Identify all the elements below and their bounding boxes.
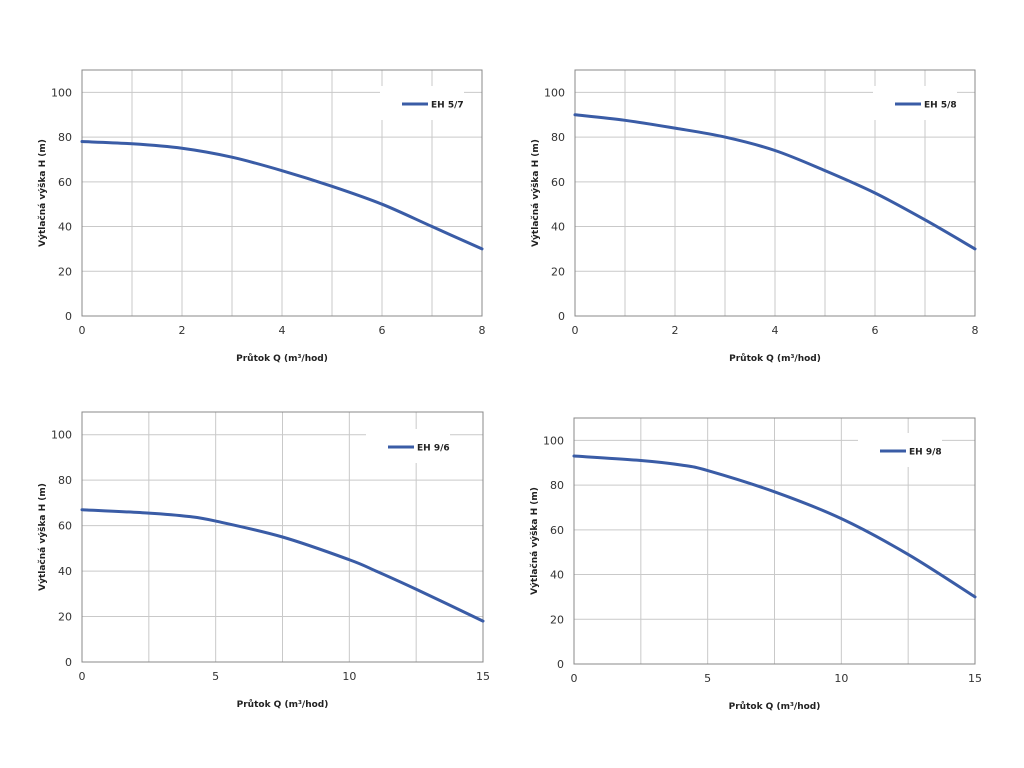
plot-frame	[81, 411, 484, 663]
plot-frame	[81, 69, 483, 317]
y-tick-label: 80	[58, 131, 72, 144]
x-tick-label: 0	[572, 324, 579, 337]
y-axis-label: Výtlačná výška H (m)	[529, 487, 540, 595]
x-tick-label: 0	[571, 672, 578, 685]
x-tick-label: 5	[212, 670, 219, 683]
x-tick-label: 0	[79, 324, 86, 337]
legend-label: EH 5/8	[924, 101, 957, 111]
x-tick-label: 10	[834, 672, 848, 685]
y-tick-label: 80	[550, 479, 564, 492]
y-tick-label: 0	[65, 310, 72, 323]
x-axis-label: Průtok Q (m³/hod)	[236, 353, 328, 364]
x-tick-label: 0	[79, 670, 86, 683]
y-tick-label: 100	[544, 86, 565, 99]
x-tick-label: 6	[379, 324, 386, 337]
y-tick-label: 40	[58, 565, 72, 578]
y-tick-label: 40	[58, 221, 72, 234]
x-tick-label: 2	[179, 324, 186, 337]
y-tick-label: 20	[550, 613, 564, 626]
legend-label: EH 5/7	[431, 101, 464, 111]
x-axis-label: Průtok Q (m³/hod)	[729, 353, 821, 364]
y-tick-label: 0	[557, 658, 564, 671]
y-tick-label: 20	[58, 611, 72, 624]
y-axis-label: Výtlačná výška H (m)	[530, 139, 541, 247]
x-tick-label: 15	[476, 670, 490, 683]
x-tick-label: 8	[479, 324, 486, 337]
series-line-eh-5-8	[573, 113, 977, 251]
x-axis-label: Průtok Q (m³/hod)	[237, 699, 329, 710]
y-tick-label: 40	[550, 569, 564, 582]
y-tick-label: 60	[551, 176, 565, 189]
y-tick-label: 100	[543, 434, 564, 447]
y-tick-label: 60	[550, 524, 564, 537]
x-tick-label: 6	[872, 324, 879, 337]
x-tick-label: 4	[279, 324, 286, 337]
x-tick-label: 5	[704, 672, 711, 685]
y-tick-label: 0	[558, 310, 565, 323]
legend-label: EH 9/6	[417, 444, 450, 454]
y-tick-label: 80	[551, 131, 565, 144]
x-axis-label: Průtok Q (m³/hod)	[729, 701, 821, 712]
y-tick-label: 60	[58, 520, 72, 533]
x-tick-label: 8	[972, 324, 979, 337]
y-tick-label: 80	[58, 474, 72, 487]
plot-frame	[574, 69, 976, 317]
y-tick-label: 100	[51, 429, 72, 442]
chart-panel-2: 0 20 40 60 80 100 0 2 4 6 8 Průtok Q (m³/hod) Výtlač…	[530, 69, 979, 364]
y-axis-label: Výtlačná výška H (m)	[37, 483, 48, 591]
chart-panel-3: 0 20 40 60 80 100 0 5 10 15 Průtok Q (m³/hod) Výtla…	[37, 411, 490, 710]
series-line-eh-9-8	[572, 454, 977, 599]
y-tick-label: 20	[58, 265, 72, 278]
chart-panel-4: 0 20 40 60 80 100 0 5 10 15 Průtok Q (m³/hod) Výtla…	[529, 417, 982, 712]
legend-label: EH 9/8	[909, 448, 942, 458]
x-tick-label: 2	[672, 324, 679, 337]
plot-frame	[573, 417, 976, 665]
y-tick-label: 40	[551, 221, 565, 234]
y-tick-label: 60	[58, 176, 72, 189]
y-tick-label: 100	[51, 86, 72, 99]
series-line-eh-9-6	[80, 508, 485, 623]
y-tick-label: 0	[65, 656, 72, 669]
y-axis-label: Výtlačná výška H (m)	[37, 139, 48, 247]
y-tick-label: 20	[551, 265, 565, 278]
chart-panel-1: 0 20 40 60 80 100 0 2 4 6 8 Průtok Q (m³/hod) Výtlač…	[37, 69, 486, 364]
x-tick-label: 10	[342, 670, 356, 683]
x-tick-label: 15	[968, 672, 982, 685]
series-line-eh-5-7	[80, 140, 484, 251]
x-tick-label: 4	[772, 324, 779, 337]
